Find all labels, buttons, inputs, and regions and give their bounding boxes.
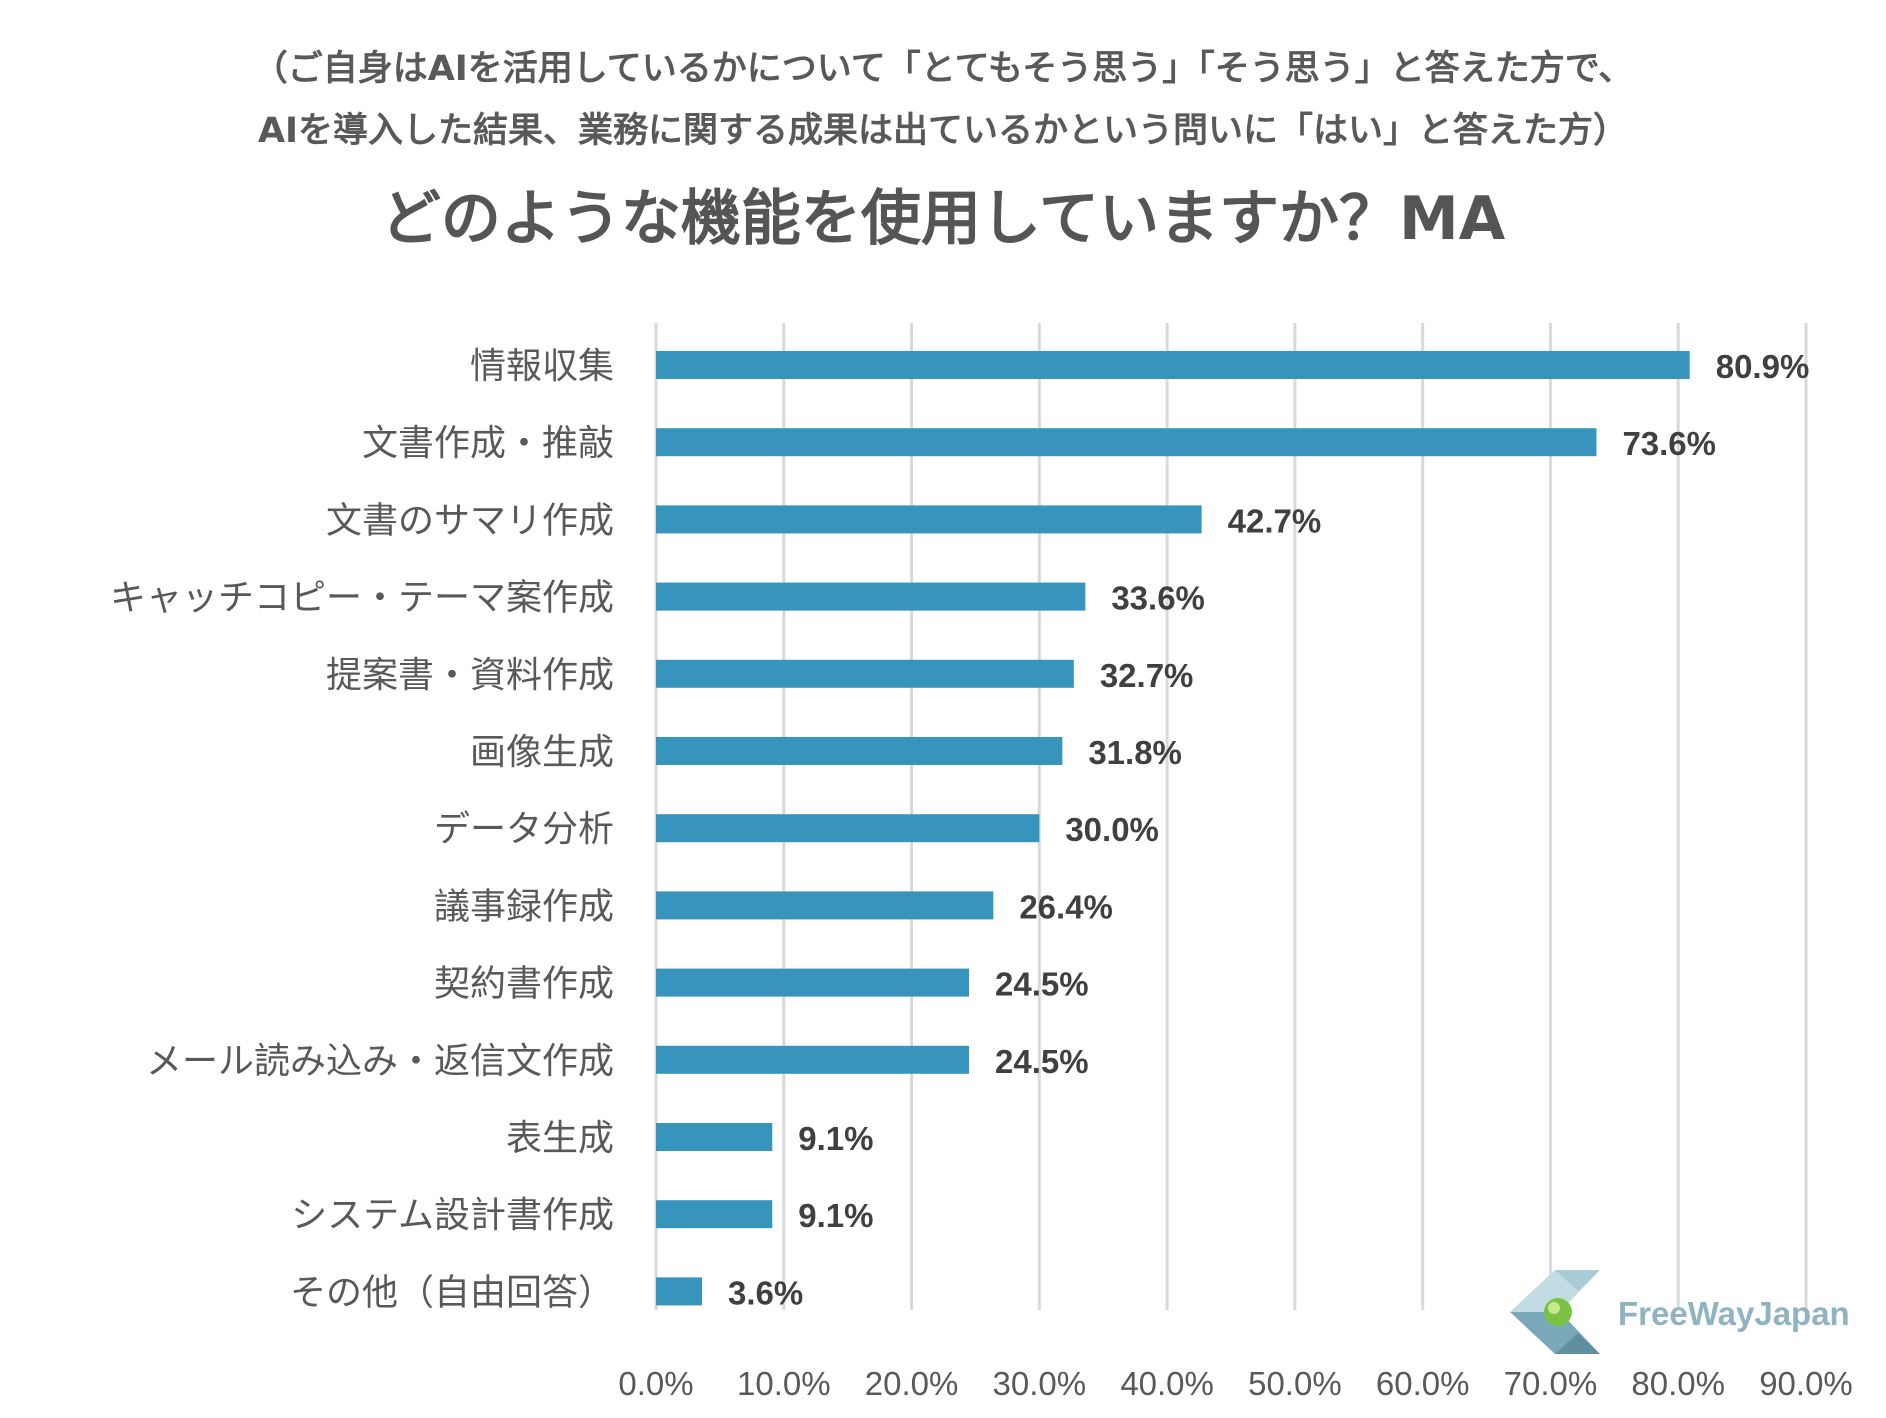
bar [656, 582, 1086, 611]
x-tick-label: 40.0% [1120, 1365, 1214, 1402]
x-tick-label: 0.0% [618, 1365, 693, 1402]
category-label: キャッチコピー・テーマ案作成 [110, 578, 614, 619]
chart-subtitle-line-2: AIを導入した結果、業務に関する成果は出ているかという問いに「はい」と答えた方） [257, 111, 1629, 151]
category-label: 文書作成・推敲 [362, 423, 614, 464]
data-label: 31.8% [1088, 734, 1182, 771]
category-label: 契約書作成 [434, 964, 614, 1005]
data-label: 9.1% [798, 1120, 873, 1157]
category-label: その他（自由回答） [290, 1272, 614, 1313]
x-tick-label: 20.0% [865, 1365, 959, 1402]
logo-text: FreeWayJapan [1618, 1295, 1850, 1332]
data-label: 42.7% [1228, 502, 1322, 539]
bar [656, 968, 970, 997]
category-label: 議事録作成 [434, 886, 614, 927]
x-tick-label: 10.0% [737, 1365, 831, 1402]
x-tick-label: 50.0% [1248, 1365, 1342, 1402]
data-label: 3.6% [728, 1274, 803, 1311]
bar [656, 659, 1074, 688]
category-label: 文書のサマリ作成 [326, 500, 614, 541]
bar [656, 1277, 702, 1306]
bar [656, 1123, 773, 1151]
category-label: 画像生成 [470, 732, 614, 773]
category-label: システム設計書作成 [291, 1195, 614, 1236]
data-label: 24.5% [995, 1043, 1089, 1080]
category-label: メール読み込み・返信文作成 [146, 1041, 614, 1082]
x-tick-label: 70.0% [1504, 1365, 1598, 1402]
x-tick-label: 80.0% [1631, 1365, 1725, 1402]
data-label: 24.5% [995, 966, 1089, 1003]
data-label: 33.6% [1111, 580, 1205, 617]
logo-mark-icon [1510, 1270, 1600, 1354]
x-tick-label: 30.0% [993, 1365, 1087, 1402]
bar [656, 737, 1063, 765]
data-label: 26.4% [1019, 888, 1113, 925]
chart-subtitle-line-1: （ご自身はAIを活用しているかについて「とてもそう思う」「そう思う」と答えた方で… [252, 49, 1634, 89]
data-label: 73.6% [1622, 425, 1716, 462]
bar [656, 1045, 970, 1074]
bar [656, 1200, 773, 1229]
x-tick-label: 90.0% [1759, 1365, 1853, 1402]
bar [656, 891, 994, 920]
category-label: 表生成 [506, 1118, 614, 1159]
freewayjapan-logo: FreeWayJapan [1500, 1265, 1860, 1360]
data-label: 32.7% [1100, 657, 1194, 694]
category-label: 情報収集 [470, 346, 614, 387]
data-label: 9.1% [798, 1197, 873, 1234]
data-label: 80.9% [1716, 348, 1810, 385]
bar [656, 505, 1202, 534]
x-tick-label: 60.0% [1376, 1365, 1470, 1402]
chart-title: どのような機能を使用していますか？MA [380, 184, 1506, 254]
bar [656, 814, 1040, 843]
bar [656, 351, 1690, 379]
bar [656, 428, 1597, 457]
category-label: 提案書・資料作成 [326, 655, 614, 696]
category-label: データ分析 [434, 809, 614, 850]
data-label: 30.0% [1065, 811, 1159, 848]
